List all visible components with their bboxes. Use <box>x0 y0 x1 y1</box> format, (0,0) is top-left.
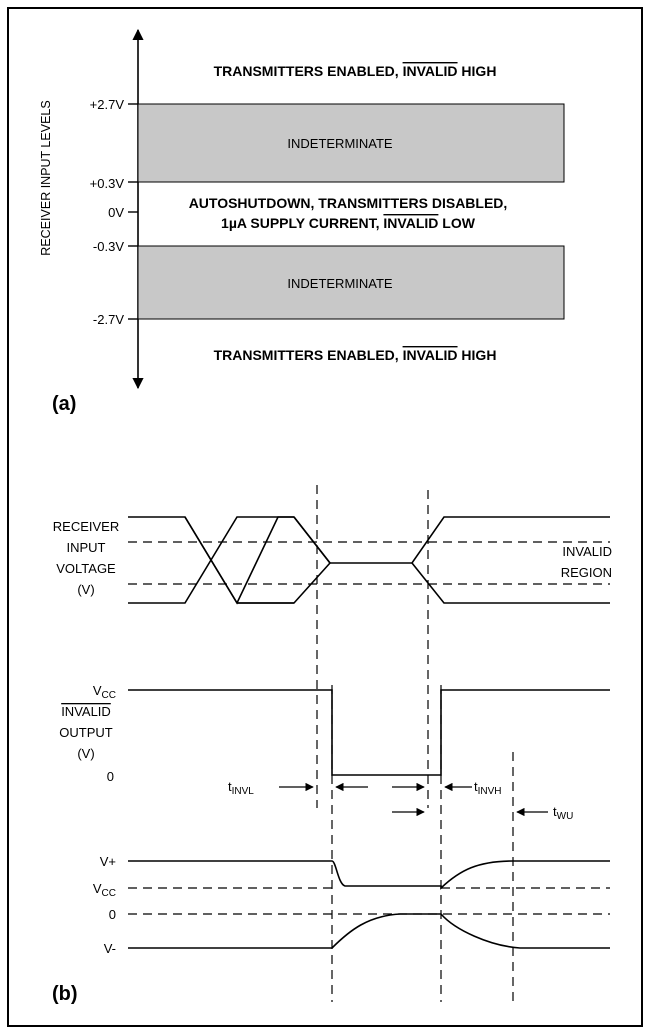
receiver-label: (V) <box>77 582 94 597</box>
middle-line-2: 1µA SUPPLY CURRENT, INVALID LOW <box>221 215 476 231</box>
vminus-label: V- <box>104 941 116 956</box>
panel-label-b: (b) <box>52 983 78 1005</box>
region-top-text: TRANSMITTERS ENABLED, INVALID HIGH <box>214 63 497 79</box>
panel-b: RECEIVER INPUT VOLTAGE (V) INVALID REGIO… <box>52 485 612 1005</box>
middle-line-1: AUTOSHUTDOWN, TRANSMITTERS DISABLED, <box>189 195 508 211</box>
receiver-label: RECEIVER <box>53 519 119 534</box>
indeterminate-band-lower <box>137 245 565 320</box>
indeterminate-band-upper <box>137 103 565 183</box>
invalid-output-label: (V) <box>77 746 94 761</box>
zero-rail-label: 0 <box>109 907 116 922</box>
receiver-waveform-upper <box>128 516 610 605</box>
tick-label: 0V <box>108 205 124 220</box>
tick-label: +0.3V <box>90 176 125 191</box>
vcc-rail-label: VCC <box>93 881 116 899</box>
vcc-label: VCC <box>93 683 116 701</box>
receiver-label: INPUT <box>67 540 106 555</box>
invalid-bar-text: INVALID <box>403 347 458 363</box>
vplus-label: V+ <box>100 854 116 869</box>
band-upper-label: INDETERMINATE <box>287 136 393 151</box>
receiver-waveform-lower <box>128 516 610 604</box>
invalid-output-label: INVALID <box>61 704 111 719</box>
band-lower-label: INDETERMINATE <box>287 276 393 291</box>
vminus-waveform <box>128 913 610 949</box>
panel-label-a: (a) <box>52 393 76 415</box>
axis-label: RECEIVER INPUT LEVELS <box>39 100 53 255</box>
invalid-bar-text: INVALID <box>403 63 458 79</box>
invalid-region-label: REGION <box>561 565 612 580</box>
receiver-label: VOLTAGE <box>56 561 116 576</box>
region-bottom-text: TRANSMITTERS ENABLED, INVALID HIGH <box>214 347 497 363</box>
invalid-output-label: OUTPUT <box>59 725 113 740</box>
invalid-bar-text: INVALID <box>383 215 438 231</box>
panel-a: +2.7V +0.3V 0V -0.3V -2.7V RECEIVER INPU… <box>39 28 565 415</box>
invalid-region-label: INVALID <box>562 544 612 559</box>
figure-border <box>7 7 643 1027</box>
tick-label: -0.3V <box>93 239 124 254</box>
invalid-output-waveform <box>128 689 610 776</box>
tinvl-label: tINVL <box>228 779 254 797</box>
zero-label: 0 <box>107 769 114 784</box>
twu-label: tWU <box>553 804 573 822</box>
vplus-waveform <box>128 860 610 890</box>
receiver-waveform-x <box>184 516 331 604</box>
tick-label: -2.7V <box>93 312 124 327</box>
tick-label: +2.7V <box>90 97 125 112</box>
tinvh-label: tINVH <box>474 779 502 797</box>
